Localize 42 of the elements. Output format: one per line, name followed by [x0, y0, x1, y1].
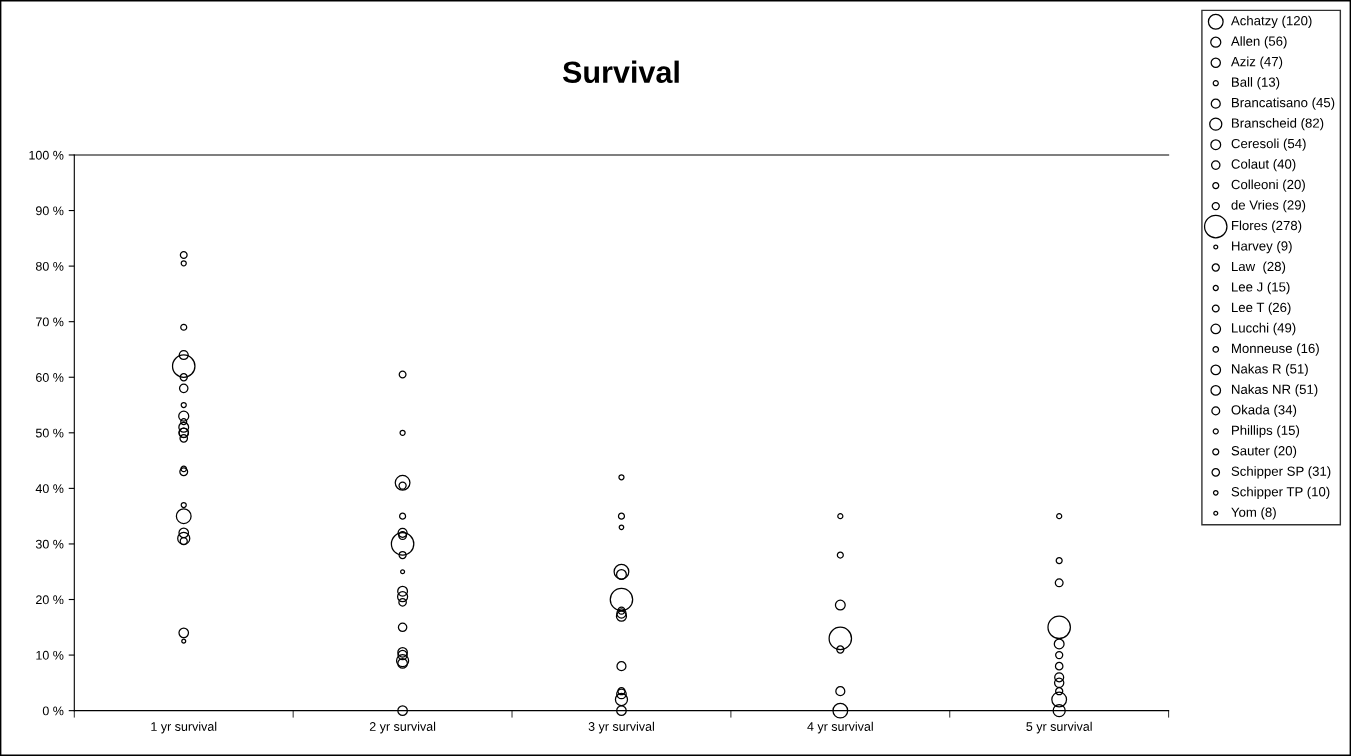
legend-label: Colaut (40): [1231, 159, 1296, 172]
legend-label: Aziz (47): [1230, 56, 1283, 69]
y-tick-label: 40 %: [35, 484, 64, 494]
legend-label: Achatzy (120): [1230, 15, 1312, 28]
legend-label: Ball (13): [1232, 77, 1280, 90]
legend-label: Branscheid (82): [1232, 118, 1324, 131]
x-tick-label: 5 yr survival: [1026, 721, 1092, 734]
legend-label: Nakas NR (51): [1232, 384, 1318, 397]
legend-label: Law (28): [1232, 261, 1286, 274]
y-tick-label: 30 %: [35, 539, 64, 549]
legend-label: Nakas R (51): [1232, 363, 1308, 377]
legend-label: Monneuse (16): [1232, 343, 1319, 356]
y-tick-label: 80 %: [35, 261, 64, 271]
y-tick-label: 50 %: [35, 428, 64, 438]
y-tick-label: 100 %: [29, 150, 64, 160]
x-tick-label: 2 yr survival: [369, 721, 436, 734]
y-tick-label: 20 %: [36, 595, 64, 605]
legend-label: Colleoni (20): [1231, 179, 1305, 192]
legend-label: Allen (56): [1230, 36, 1287, 49]
y-tick-label: 90 %: [35, 206, 64, 216]
y-tick-label: 0 %: [42, 706, 64, 716]
legend-label: Lee T (26): [1232, 302, 1291, 315]
y-tick-label: 70 %: [36, 317, 64, 327]
legend-label: Flores (278): [1232, 220, 1302, 233]
x-tick-label: 4 yr survival: [807, 721, 873, 734]
legend-label: Brancatisano (45): [1232, 97, 1335, 110]
legend-label: Schipper SP (31): [1231, 466, 1331, 479]
chart-title: Survival: [562, 60, 679, 84]
y-tick-label: 10 %: [36, 650, 64, 660]
legend-label: Yom (8): [1231, 507, 1276, 520]
legend-label: Sauter (20): [1231, 445, 1297, 459]
legend-label: Harvey (9): [1232, 240, 1292, 254]
legend-label: de Vries (29): [1231, 199, 1306, 213]
legend-label: Lee J (15): [1232, 281, 1290, 295]
y-tick-label: 60 %: [36, 373, 64, 382]
legend-label: Lucchi (49): [1232, 322, 1296, 336]
x-tick-label: 3 yr survival: [588, 721, 654, 734]
legend-label: Ceresoli (54): [1231, 138, 1306, 151]
legend-label: Phillips (15): [1232, 425, 1300, 438]
legend-label: Okada (34): [1231, 404, 1297, 418]
legend-label: Schipper TP (10): [1231, 486, 1330, 499]
x-tick-label: 1 yr survival: [151, 721, 217, 734]
